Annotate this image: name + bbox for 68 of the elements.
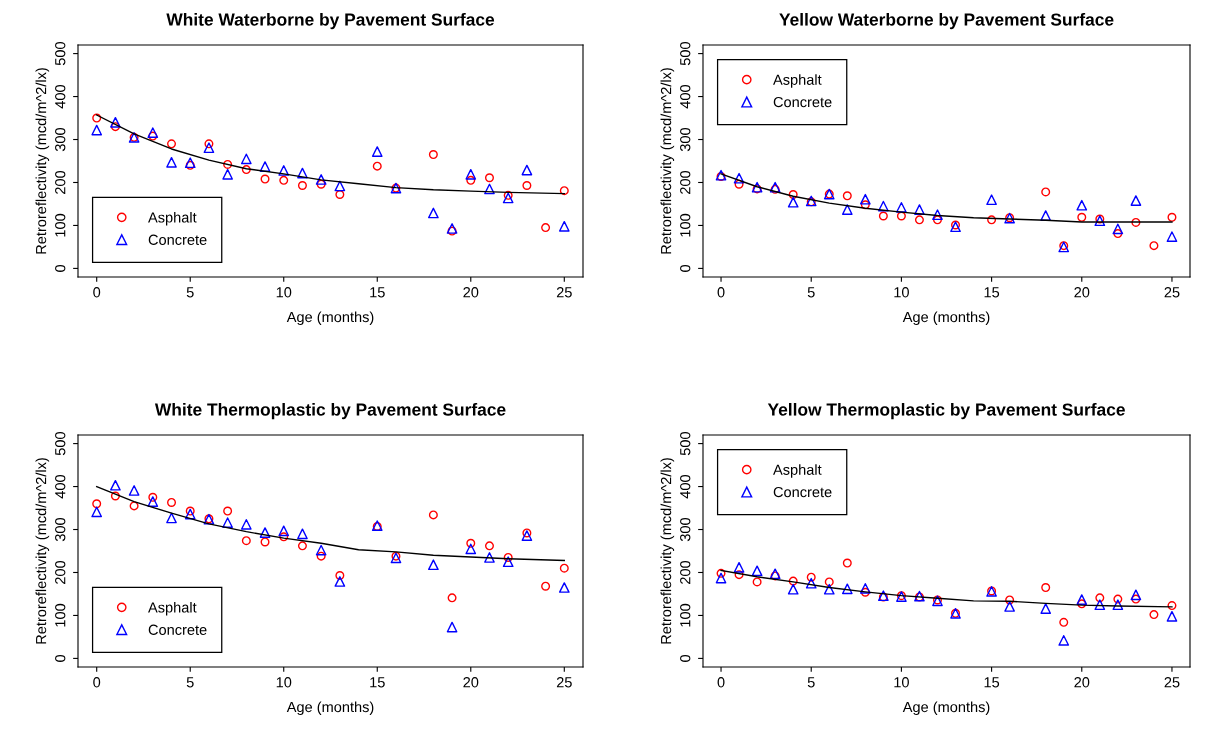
y-axis-title: Retroreflectivity (mcd/m^2/lx): [660, 458, 675, 644]
x-tick-label: 25: [556, 287, 572, 298]
x-tick-label: 25: [1164, 287, 1180, 298]
x-tick-label: 5: [807, 677, 815, 688]
y-tick-label: 500: [680, 42, 691, 66]
x-tick-label: 20: [463, 677, 479, 688]
legend-label: Asphalt: [773, 74, 822, 88]
x-tick-label: 25: [1164, 677, 1180, 688]
y-tick-label: 400: [55, 474, 66, 499]
y-tick-label: 200: [680, 170, 691, 194]
x-tick-label: 10: [894, 677, 909, 688]
x-tick-label: 0: [717, 677, 725, 688]
x-tick-label: 25: [556, 677, 572, 688]
legend-label: Asphalt: [148, 211, 197, 226]
y-tick-label: 0: [55, 264, 66, 272]
x-axis-title: Age (months): [286, 701, 374, 716]
y-tick-label: 0: [680, 654, 691, 662]
y-tick-label: 0: [55, 654, 66, 662]
legend-label: Asphalt: [148, 601, 197, 616]
y-tick-label: 500: [680, 432, 691, 456]
y-tick-label: 200: [55, 560, 66, 584]
y-tick-label: 100: [55, 213, 66, 237]
chart-title: Yellow Thermoplastic by Pavement Surface: [767, 402, 1125, 420]
y-tick-label: 100: [680, 603, 691, 627]
x-tick-label: 0: [93, 287, 101, 298]
x-tick-label: 15: [370, 677, 385, 688]
y-tick-label: 400: [680, 84, 691, 109]
y-tick-label: 100: [55, 603, 66, 627]
x-tick-label: 10: [276, 287, 292, 298]
y-tick-label: 500: [55, 42, 66, 66]
y-tick-label: 0: [680, 264, 691, 272]
chart-title: White Thermoplastic by Pavement Surface: [154, 402, 506, 420]
y-axis-title: Retroreflectivity (mcd/m^2/lx): [35, 458, 50, 644]
x-tick-label: 10: [894, 287, 909, 298]
chart-title: Yellow Waterborne by Pavement Surface: [779, 12, 1114, 30]
x-axis-title: Age (months): [286, 311, 374, 326]
y-axis-title: Retroreflectivity (mcd/m^2/lx): [35, 68, 50, 254]
x-tick-label: 0: [93, 677, 101, 688]
y-tick-label: 300: [680, 517, 691, 542]
x-axis-title: Age (months): [902, 701, 990, 716]
x-tick-label: 20: [1074, 287, 1090, 298]
legend-label: Asphalt: [773, 464, 822, 478]
y-tick-label: 200: [680, 560, 691, 584]
y-tick-label: 100: [680, 213, 691, 237]
y-tick-label: 200: [55, 170, 66, 194]
y-tick-label: 300: [55, 517, 66, 542]
chart-title: White Waterborne by Pavement Surface: [166, 12, 495, 30]
y-tick-label: 300: [55, 127, 66, 152]
x-tick-label: 10: [276, 677, 292, 688]
y-axis-title: Retroreflectivity (mcd/m^2/lx): [660, 68, 675, 254]
y-tick-label: 400: [680, 474, 691, 499]
y-tick-label: 400: [55, 84, 66, 109]
x-axis-title: Age (months): [902, 311, 990, 326]
x-tick-label: 5: [186, 677, 194, 688]
y-tick-label: 500: [55, 432, 66, 456]
legend-label: Concrete: [148, 624, 207, 635]
legend-label: Concrete: [773, 486, 832, 498]
legend-label: Concrete: [148, 234, 207, 245]
x-tick-label: 0: [717, 287, 725, 298]
x-tick-label: 15: [370, 287, 385, 298]
legend-label: Concrete: [773, 96, 832, 108]
x-tick-label: 20: [463, 287, 479, 298]
x-tick-label: 5: [807, 287, 815, 298]
x-tick-label: 5: [186, 287, 194, 298]
x-tick-label: 15: [984, 287, 1000, 298]
x-tick-label: 15: [984, 677, 1000, 688]
y-tick-label: 300: [680, 127, 691, 152]
x-tick-label: 20: [1074, 677, 1090, 688]
